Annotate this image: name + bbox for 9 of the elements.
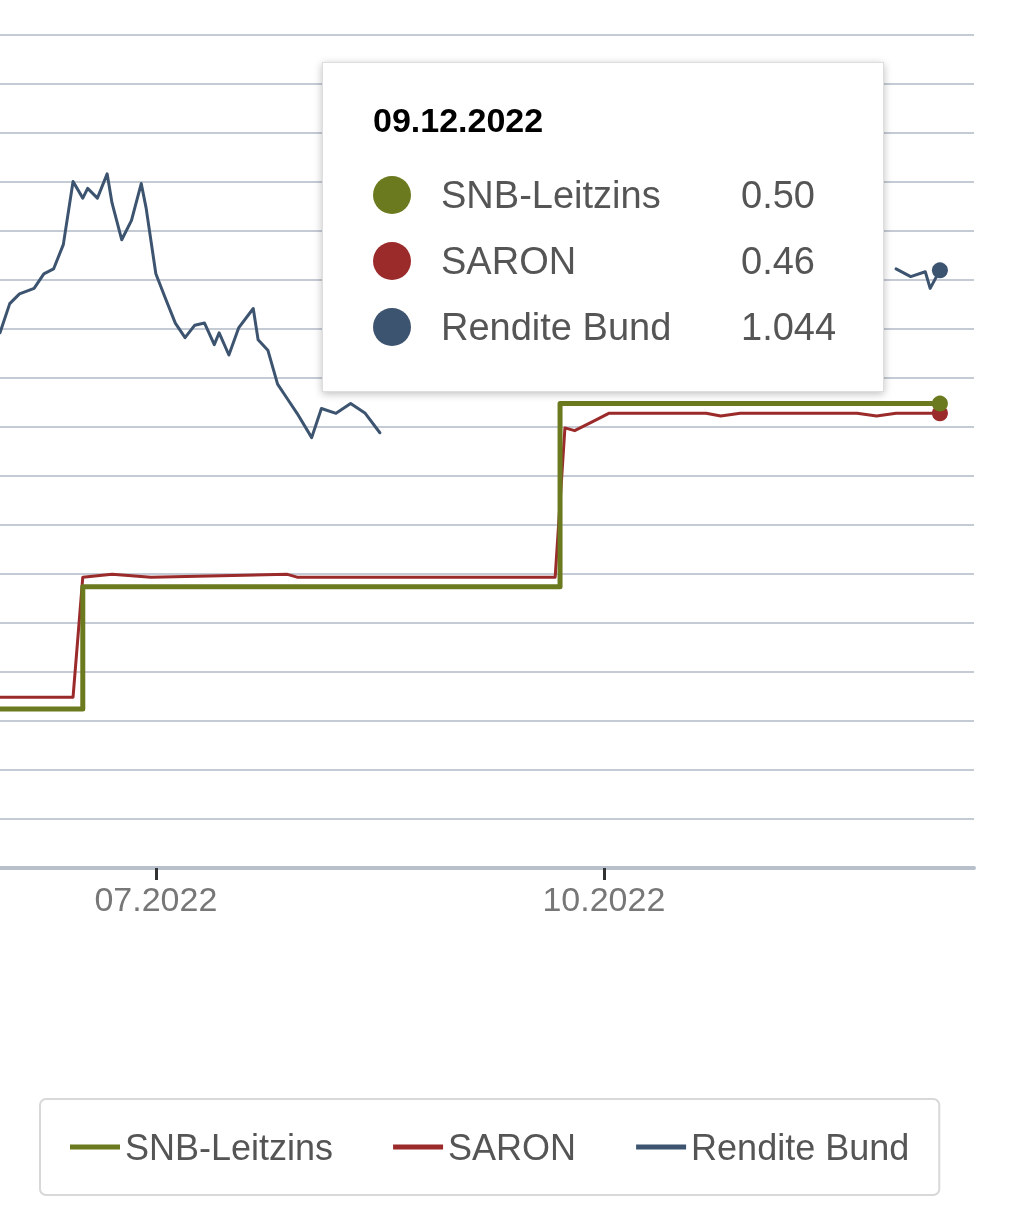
annotation: 0.46 bbox=[741, 239, 815, 283]
legend-label: Rendite Bund bbox=[691, 1126, 910, 1168]
legend-label: SARON bbox=[448, 1126, 577, 1168]
x-tick-label: 10.2022 bbox=[542, 880, 666, 918]
tooltip-card: 09.12.2022 SNB-Leitzins 0.50 SARON 0.46 Rendite Bund 1.044 bbox=[322, 62, 884, 392]
annotation: 1.044 bbox=[741, 305, 837, 349]
legend-label: SNB-Leitzins bbox=[125, 1126, 334, 1168]
x-tick-label: 07.2022 bbox=[94, 880, 218, 918]
annotation: 0.50 bbox=[741, 173, 815, 217]
